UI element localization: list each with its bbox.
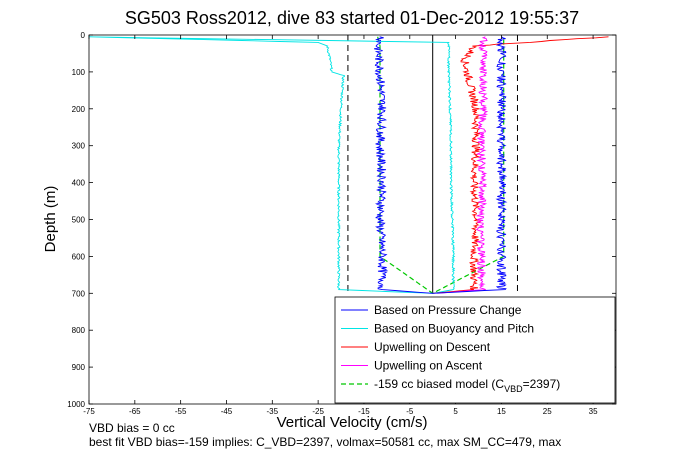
y-axis-ticks: 0 100 200 300 400 500 600 700 800 900 1000: [67, 31, 616, 409]
series-layer: [89, 36, 609, 294]
y-axis-label: Depth (m): [42, 186, 59, 253]
legend-entry-label: -159 cc biased model (C: [374, 377, 504, 391]
footer-line-1: VBD bias = 0 cc: [89, 421, 175, 435]
footer-line-2: best fit VBD bias=-159 implies: C_VBD=23…: [89, 435, 561, 449]
y-tick-label: 200: [72, 105, 86, 114]
series-line-2: [432, 36, 609, 294]
y-tick-label: 800: [72, 326, 86, 335]
x-tick-label: -45: [221, 407, 233, 416]
legend-entry-0: Based on Pressure Change: [374, 303, 522, 317]
x-tick-label: -5: [406, 407, 414, 416]
x-tick-label: 35: [589, 407, 598, 416]
y-tick-label: 900: [72, 363, 86, 372]
x-tick-label: 25: [543, 407, 552, 416]
legend-entry-2: Upwelling on Descent: [374, 340, 491, 354]
x-tick-label: 15: [497, 407, 506, 416]
legend-entry-label: Based on Pressure Change: [374, 303, 522, 317]
x-tick-label: -35: [267, 407, 279, 416]
y-tick-label: 400: [72, 179, 86, 188]
legend-entry-4: -159 cc biased model (CVBD=2397): [374, 377, 560, 394]
x-axis-ticks: -75 -65 -55 -45 -35 -25 -15 -5 5 15 25 35: [83, 35, 598, 416]
reference-lines: [347, 35, 518, 294]
x-tick-label: -75: [83, 407, 95, 416]
y-tick-label: 700: [72, 289, 86, 298]
x-tick-label: -15: [358, 407, 370, 416]
x-axis-label: Vertical Velocity (cm/s): [277, 414, 428, 431]
x-tick-label: -55: [175, 407, 187, 416]
x-tick-label: -65: [129, 407, 141, 416]
x-tick-label: -25: [312, 407, 324, 416]
y-tick-label: 1000: [67, 400, 85, 409]
legend-entry-label: Based on Buoyancy and Pitch: [374, 322, 534, 336]
y-tick-label: 600: [72, 252, 86, 261]
legend: Based on Pressure Change Based on Buoyanc…: [334, 296, 616, 404]
y-tick-label: 0: [81, 31, 86, 40]
legend-entry-3: Upwelling on Ascent: [374, 359, 483, 373]
y-tick-label: 300: [72, 142, 86, 151]
legend-entry-label: Upwelling on Ascent: [374, 359, 483, 373]
y-tick-label: 500: [72, 216, 86, 225]
legend-entry-label: Upwelling on Descent: [374, 340, 491, 354]
legend-box: [334, 296, 616, 404]
series-line-0: [374, 36, 508, 294]
x-tick-label: 5: [453, 407, 458, 416]
y-tick-label: 100: [72, 68, 86, 77]
chart-title: SG503 Ross2012, dive 83 started 01-Dec-2…: [125, 8, 579, 28]
series-line-3: [437, 36, 489, 294]
legend-entry-1: Based on Buoyancy and Pitch: [374, 322, 534, 336]
legend-entry-subscript: VBD: [504, 384, 523, 394]
legend-entry-suffix: =2397): [523, 377, 561, 391]
